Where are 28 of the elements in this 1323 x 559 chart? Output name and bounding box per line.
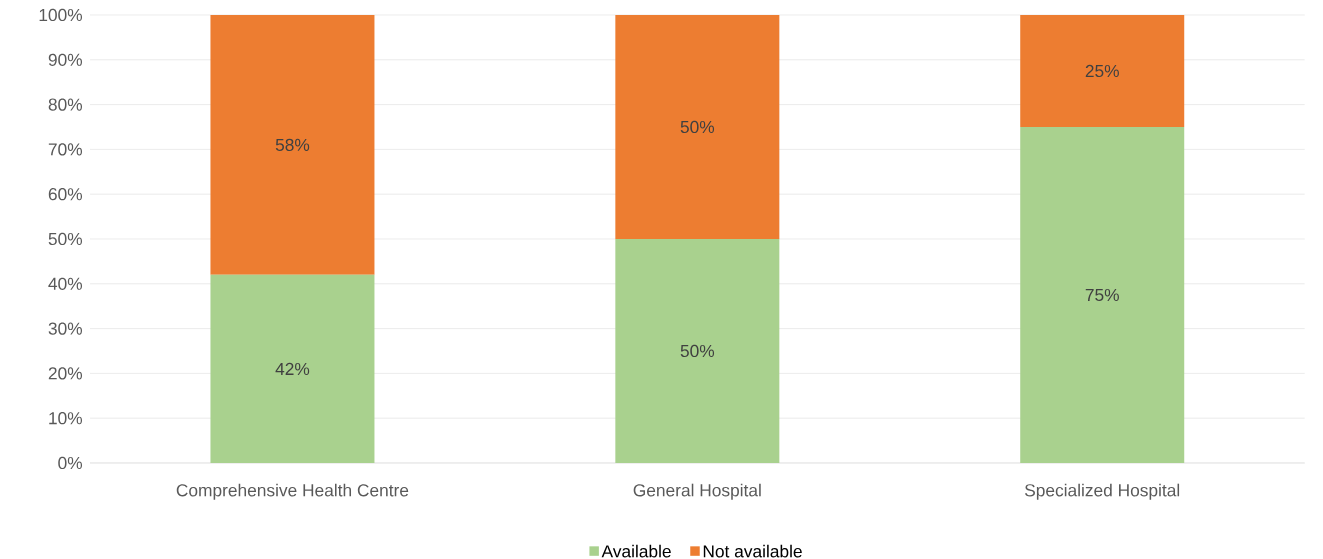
y-tick-label: 70% xyxy=(48,143,83,156)
bar xyxy=(615,238,780,463)
data-label: 50% xyxy=(680,120,715,134)
bar xyxy=(210,274,375,463)
x-tick-label: General Hospital xyxy=(633,483,761,500)
data-label: 58% xyxy=(275,138,310,152)
y-tick-label: 80% xyxy=(48,98,83,111)
bar xyxy=(1020,14,1185,127)
y-tick-label: 0% xyxy=(58,456,83,470)
y-tick-label: 90% xyxy=(48,53,83,66)
data-label: 25% xyxy=(1085,64,1119,78)
bar xyxy=(615,14,780,239)
y-tick-label: 100% xyxy=(39,8,83,22)
data-label: 50% xyxy=(680,344,715,358)
x-tick-label: Specialized Hospital xyxy=(1024,483,1180,500)
y-tick-label: 20% xyxy=(48,367,83,380)
y-tick-label: 60% xyxy=(48,188,83,201)
bar xyxy=(1020,126,1185,463)
y-tick-label: 40% xyxy=(48,277,83,290)
y-tick-label: 30% xyxy=(48,322,83,335)
legend-label: Available xyxy=(601,544,671,558)
bar xyxy=(210,14,375,275)
data-label: 42% xyxy=(275,362,310,376)
y-tick-label: 10% xyxy=(49,412,83,425)
data-label: 75% xyxy=(1085,288,1119,302)
x-tick-label: Comprehensive Health Centre xyxy=(176,483,409,500)
legend-label: Not available xyxy=(703,544,802,558)
y-tick-label: 50% xyxy=(48,232,83,246)
